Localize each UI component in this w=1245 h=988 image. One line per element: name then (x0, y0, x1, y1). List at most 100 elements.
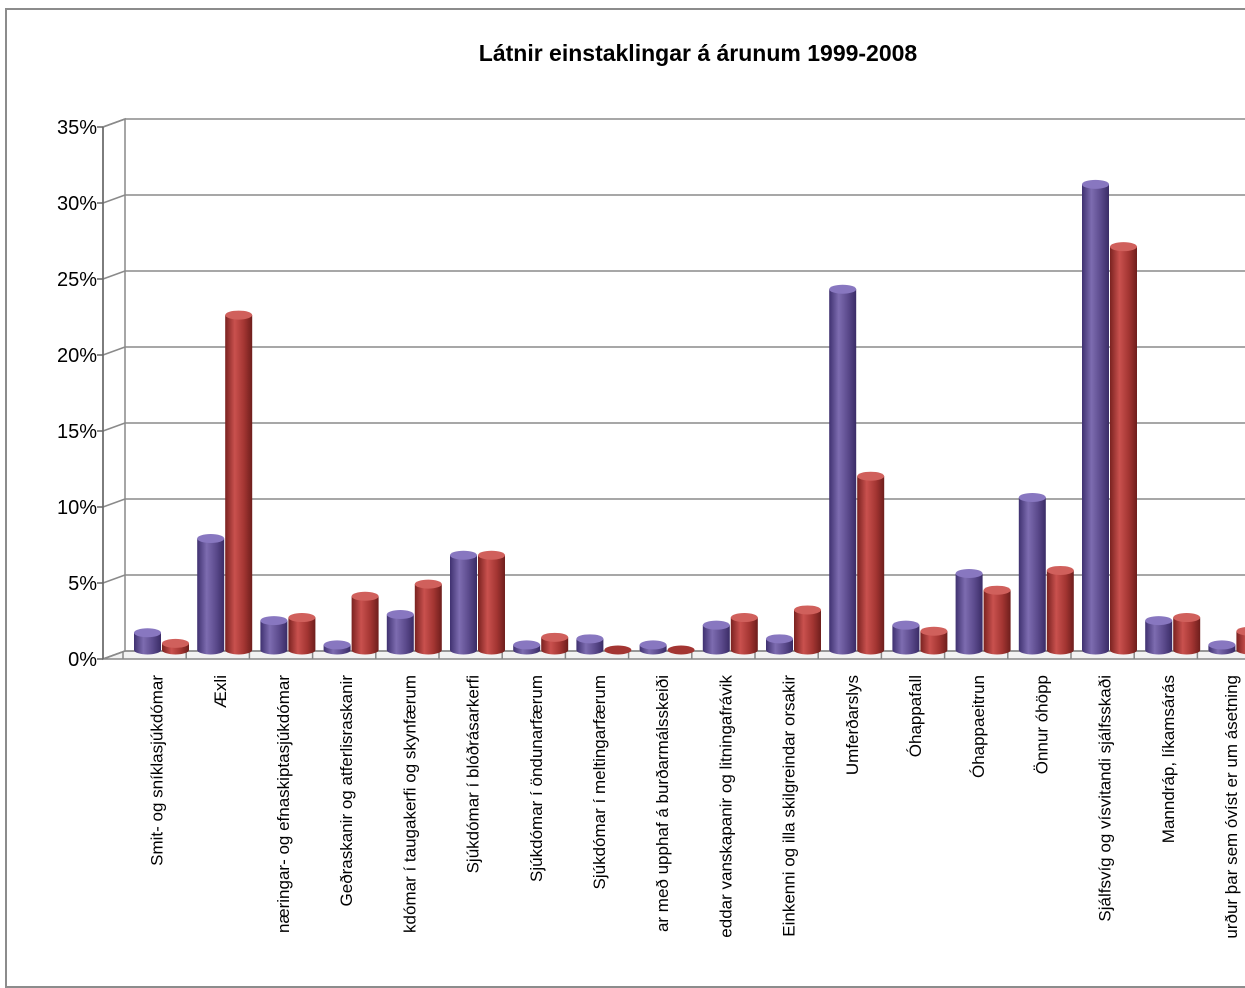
bar-top (386, 610, 414, 620)
bar-top (1236, 627, 1245, 636)
bar (829, 284, 857, 655)
x-axis-labels: Smit- og sníklasjúkdómar Æxli næringar- og… (148, 675, 1241, 939)
bar-top (541, 632, 569, 642)
bar-body (829, 289, 857, 655)
bar (1082, 179, 1109, 655)
gridline-side (102, 574, 126, 584)
bar-top (260, 616, 288, 626)
bar-body (386, 614, 414, 655)
bar-top (794, 605, 821, 615)
x-tick-label: Geðraskanir og atferlisraskanir (337, 675, 356, 907)
bar-top (1018, 492, 1046, 502)
chart-title: Látnir einstaklingar á árunum 1999-2008 (478, 40, 918, 66)
bar-body (260, 620, 288, 655)
bar-body (892, 625, 920, 655)
bar-body (1110, 246, 1137, 655)
bar-top (288, 613, 316, 623)
bar-top (730, 613, 758, 623)
bar (1145, 616, 1173, 655)
x-tick-label: Sjálfsvíg og vísvitandi sjálfsskaði (1096, 675, 1115, 922)
bar-top (892, 620, 920, 630)
bar-body (1173, 617, 1201, 655)
gridline-side (102, 346, 126, 356)
bar-body (450, 555, 477, 655)
x-tick-label: urður þar sem óvíst er um ásetning (1222, 675, 1241, 939)
bar (134, 628, 161, 655)
bar (730, 613, 758, 655)
bar (955, 568, 983, 655)
bar-top (1208, 640, 1236, 650)
bar (225, 310, 253, 655)
y-tick-label: 30% (57, 193, 97, 215)
x-tick-label: ar með upphaf á burðarmálsskeiði (653, 675, 672, 932)
bar-body (414, 584, 442, 655)
bar (983, 585, 1011, 655)
bar (1173, 613, 1201, 655)
bar (794, 605, 821, 655)
x-tick-label: Önnur óhöpp (1032, 675, 1051, 774)
bar-body (1046, 570, 1074, 655)
bar-body (576, 638, 604, 655)
x-tick-label: næringar- og efnaskiptasjúkdómar (274, 675, 293, 933)
bar-top (667, 645, 695, 655)
bar (1018, 492, 1046, 655)
bar-body (1236, 631, 1245, 655)
bar-top (1145, 616, 1173, 626)
bar (920, 626, 948, 655)
gridline-side (102, 422, 126, 432)
bar (1236, 627, 1245, 655)
bar-top (576, 634, 604, 644)
x-tick-label: Einkenni og illa skilgreindar orsakir (780, 675, 799, 937)
bar-top (513, 640, 541, 650)
bar-body (955, 573, 983, 655)
bar-body (288, 617, 316, 655)
bar (541, 632, 569, 655)
y-tick-label: 0% (68, 649, 97, 671)
bar-top (1082, 179, 1109, 189)
bar-body (478, 555, 505, 655)
bar (1046, 565, 1074, 655)
bar-body (225, 315, 253, 655)
bar-top (766, 634, 793, 644)
bar-body (983, 590, 1011, 655)
bar (197, 534, 225, 655)
bar-top (162, 638, 189, 648)
bar (766, 634, 793, 655)
bar (702, 620, 730, 655)
x-tick-label: Sjúkdómar í blóðrásarkerfi (464, 675, 483, 873)
gridline-side (102, 650, 126, 660)
bar (513, 640, 541, 655)
bar-top (1046, 565, 1074, 575)
bar-top (920, 626, 948, 636)
x-tick-label: eddar vanskapanir og litningafrávik (716, 675, 735, 938)
bar (162, 638, 189, 655)
x-tick-label: kdómar í taugakerfi og skynfærum (400, 675, 419, 933)
x-tick-label: Æxli (211, 675, 230, 708)
bar-top (857, 471, 885, 481)
y-tick-label: 35% (57, 117, 97, 139)
bar (604, 645, 632, 655)
bar-body (1082, 184, 1109, 655)
bar-top (197, 534, 225, 544)
bar (857, 471, 885, 655)
bar (450, 550, 477, 655)
bar-body (766, 638, 793, 655)
bar-body (541, 637, 569, 655)
bar-top (829, 284, 857, 294)
x-tick-label: Sjúkdómar í öndunarfærum (527, 675, 546, 882)
y-tick-label: 10% (57, 497, 97, 519)
x-tick-label: Smit- og sníklasjúkdómar (148, 675, 167, 866)
bar-body (1018, 497, 1046, 655)
y-tick-label: 20% (57, 345, 97, 367)
y-tick-label: 25% (57, 269, 97, 291)
bar-body (1145, 620, 1173, 655)
bar (478, 550, 505, 655)
bar-body (197, 538, 225, 655)
bar (1110, 242, 1137, 655)
gridline-side (102, 498, 126, 508)
bar-top (351, 591, 379, 601)
bar-body (857, 476, 885, 655)
bar-top (478, 550, 505, 560)
gridline-side (102, 270, 126, 280)
bar (323, 640, 351, 655)
